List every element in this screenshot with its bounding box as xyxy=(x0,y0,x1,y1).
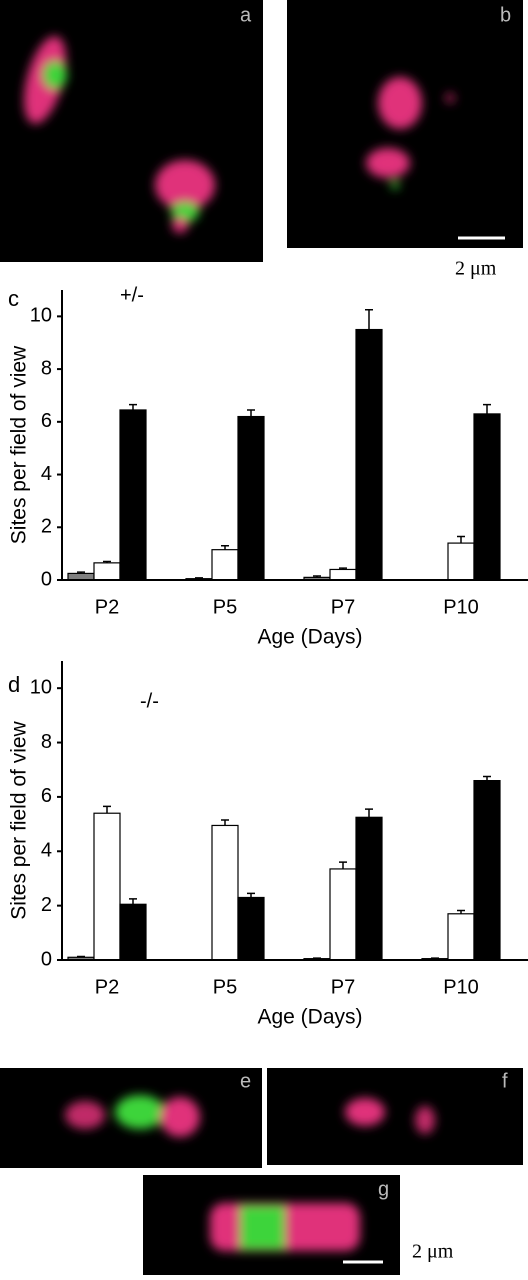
x-tick-label: P10 xyxy=(443,976,479,998)
bar xyxy=(237,896,265,961)
bar xyxy=(93,562,121,581)
y-tick-label: 4 xyxy=(41,840,52,862)
error-bar xyxy=(313,575,321,578)
error-bar xyxy=(457,535,465,544)
micrograph: g xyxy=(143,1175,400,1275)
image-label: e xyxy=(240,1070,251,1092)
error-bar xyxy=(221,819,229,826)
error-bar xyxy=(247,892,255,898)
error-bar xyxy=(103,560,111,563)
scale-bar-label: 2 μm xyxy=(455,258,497,280)
x-axis-label: Age (Days) xyxy=(257,1006,362,1029)
y-tick-label: 4 xyxy=(41,463,52,485)
bar xyxy=(473,413,501,581)
x-tick-label: P7 xyxy=(331,596,355,618)
panel-label: c xyxy=(8,286,19,311)
x-tick-label: P10 xyxy=(443,596,479,618)
bar xyxy=(237,415,265,581)
error-bar xyxy=(77,571,85,574)
error-bar xyxy=(483,403,491,414)
y-tick-label: 8 xyxy=(41,357,52,379)
error-bar xyxy=(365,808,373,818)
y-tick-label: 0 xyxy=(41,568,52,590)
bar xyxy=(211,824,239,961)
image-label: b xyxy=(500,4,511,26)
error-bar xyxy=(129,898,137,905)
error-bar xyxy=(365,309,373,330)
x-tick-label: P2 xyxy=(95,596,119,618)
error-bar xyxy=(313,957,321,959)
image-label: g xyxy=(378,1178,389,1200)
error-bar xyxy=(221,544,229,550)
image-label: f xyxy=(502,1070,508,1092)
annotation: +/- xyxy=(120,284,144,306)
error-bar xyxy=(247,409,255,417)
y-tick-label: 6 xyxy=(41,410,52,432)
y-tick-label: 2 xyxy=(41,894,52,916)
bar xyxy=(473,779,501,961)
x-tick-label: P2 xyxy=(95,976,119,998)
y-tick-label: 6 xyxy=(41,785,52,807)
error-bar xyxy=(339,861,347,869)
bar xyxy=(329,868,357,961)
x-axis-label: Age (Days) xyxy=(257,626,362,649)
scale-bar-label: 2 μm xyxy=(412,1241,454,1263)
bar xyxy=(119,409,147,581)
bar xyxy=(211,549,239,581)
error-bar xyxy=(483,775,491,781)
micrograph: e xyxy=(0,1068,262,1168)
error-bar xyxy=(339,567,347,570)
x-tick-label: P7 xyxy=(331,976,355,998)
micrograph: b xyxy=(287,0,523,248)
bar xyxy=(447,913,475,961)
error-bar xyxy=(77,955,85,958)
micrograph: a xyxy=(0,0,263,262)
bar xyxy=(355,816,383,961)
y-axis-label: Sites per field of view xyxy=(8,345,31,544)
bar xyxy=(355,328,383,581)
y-tick-label: 10 xyxy=(30,305,52,327)
bar xyxy=(93,812,121,961)
y-tick-label: 10 xyxy=(30,676,52,698)
x-tick-label: P5 xyxy=(213,976,237,998)
bar xyxy=(119,903,147,961)
error-bar xyxy=(457,909,465,914)
y-tick-label: 0 xyxy=(41,948,52,970)
bar xyxy=(447,542,475,581)
y-tick-label: 2 xyxy=(41,516,52,538)
y-axis-label: Sites per field of view xyxy=(8,720,31,919)
image-label: a xyxy=(240,4,252,26)
error-bar xyxy=(103,805,111,814)
micrograph: f xyxy=(267,1068,523,1165)
y-tick-label: 8 xyxy=(41,731,52,753)
annotation: -/- xyxy=(140,690,159,712)
x-tick-label: P5 xyxy=(213,596,237,618)
error-bar xyxy=(431,957,439,959)
panel-label: d xyxy=(8,672,20,697)
bar xyxy=(329,568,357,581)
error-bar xyxy=(129,403,137,410)
error-bar xyxy=(195,577,203,579)
